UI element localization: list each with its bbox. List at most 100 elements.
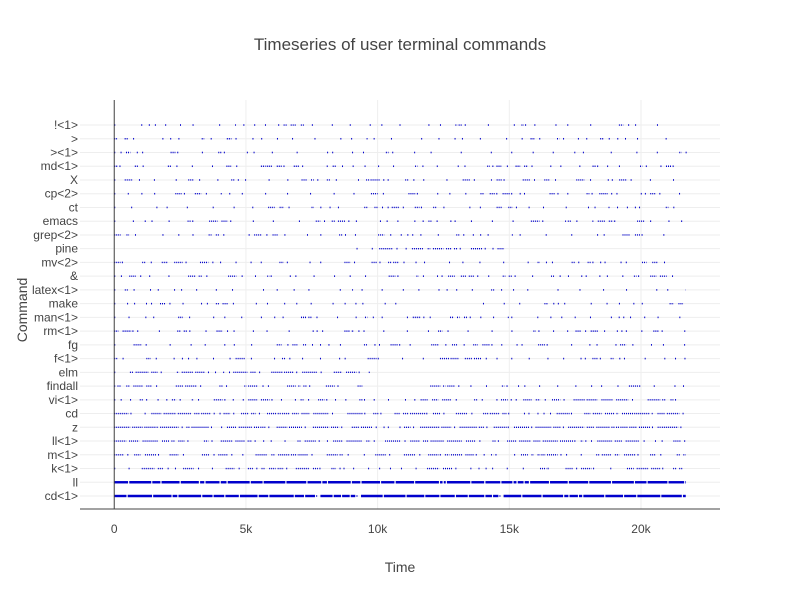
point bbox=[165, 124, 167, 126]
point bbox=[179, 124, 181, 126]
point bbox=[415, 467, 417, 470]
point bbox=[278, 124, 280, 126]
point bbox=[601, 385, 603, 387]
point bbox=[514, 275, 516, 277]
point bbox=[636, 151, 638, 154]
point bbox=[593, 467, 595, 470]
y-tick-label: vi<1> bbox=[49, 393, 78, 407]
point bbox=[267, 385, 269, 387]
point bbox=[178, 137, 180, 140]
point bbox=[181, 426, 183, 429]
point bbox=[397, 275, 399, 277]
point bbox=[524, 385, 526, 387]
point bbox=[599, 357, 601, 360]
point bbox=[591, 385, 593, 387]
point bbox=[437, 192, 439, 195]
point bbox=[250, 261, 252, 264]
point bbox=[403, 261, 405, 264]
point bbox=[645, 165, 647, 168]
point bbox=[511, 316, 513, 319]
point bbox=[363, 330, 365, 332]
point bbox=[405, 247, 407, 250]
point bbox=[256, 467, 258, 470]
point bbox=[174, 467, 176, 470]
point bbox=[594, 206, 596, 209]
point bbox=[168, 220, 170, 222]
y-tick-label: grep<2> bbox=[33, 228, 78, 242]
point bbox=[223, 151, 225, 154]
point bbox=[302, 165, 304, 168]
point bbox=[443, 206, 445, 209]
point bbox=[680, 426, 682, 429]
point bbox=[201, 151, 203, 154]
point bbox=[626, 206, 628, 209]
point bbox=[266, 302, 268, 305]
y-tick-label: fg bbox=[68, 338, 78, 352]
point bbox=[462, 261, 464, 264]
point bbox=[201, 302, 203, 305]
point bbox=[684, 344, 686, 346]
point bbox=[390, 137, 392, 140]
point bbox=[567, 192, 569, 195]
point bbox=[608, 137, 610, 140]
point bbox=[252, 206, 254, 209]
point bbox=[656, 289, 658, 291]
series-28 bbox=[114, 124, 658, 126]
point bbox=[465, 192, 467, 195]
point bbox=[586, 137, 588, 140]
point bbox=[610, 151, 612, 154]
point bbox=[672, 275, 674, 277]
point bbox=[320, 371, 322, 374]
y-tick-label: !<1> bbox=[54, 118, 78, 132]
point bbox=[668, 220, 670, 222]
point bbox=[334, 275, 336, 277]
point bbox=[246, 151, 248, 154]
point bbox=[182, 453, 184, 456]
point bbox=[523, 192, 525, 195]
point bbox=[284, 440, 286, 442]
point bbox=[553, 330, 555, 332]
point bbox=[659, 192, 661, 195]
point bbox=[134, 302, 136, 305]
point bbox=[419, 453, 421, 456]
point bbox=[519, 234, 521, 236]
point bbox=[600, 261, 602, 264]
point bbox=[422, 357, 424, 360]
y-tick-label: md<1> bbox=[41, 159, 78, 173]
point bbox=[576, 220, 578, 222]
point bbox=[438, 289, 440, 291]
point bbox=[312, 330, 314, 332]
point bbox=[381, 124, 383, 126]
point bbox=[537, 412, 539, 415]
point bbox=[623, 357, 625, 360]
point bbox=[531, 426, 533, 429]
point bbox=[196, 289, 198, 291]
point bbox=[316, 330, 318, 332]
point bbox=[562, 426, 564, 429]
point bbox=[525, 124, 527, 126]
point bbox=[223, 234, 225, 236]
point bbox=[662, 467, 664, 470]
point bbox=[260, 316, 262, 319]
point bbox=[192, 124, 194, 126]
point bbox=[318, 440, 320, 442]
point bbox=[396, 247, 398, 250]
point bbox=[503, 302, 505, 305]
point bbox=[210, 137, 212, 140]
point bbox=[491, 344, 493, 346]
point bbox=[387, 179, 389, 181]
point bbox=[229, 192, 231, 195]
point bbox=[407, 234, 409, 236]
point bbox=[582, 151, 584, 154]
point bbox=[623, 316, 625, 319]
point bbox=[311, 453, 313, 456]
point bbox=[603, 234, 605, 236]
point bbox=[266, 330, 268, 332]
point bbox=[513, 124, 515, 126]
point bbox=[436, 165, 438, 168]
point bbox=[373, 399, 375, 401]
point bbox=[513, 289, 515, 291]
point bbox=[491, 330, 493, 332]
point bbox=[186, 206, 188, 209]
point bbox=[596, 344, 598, 346]
